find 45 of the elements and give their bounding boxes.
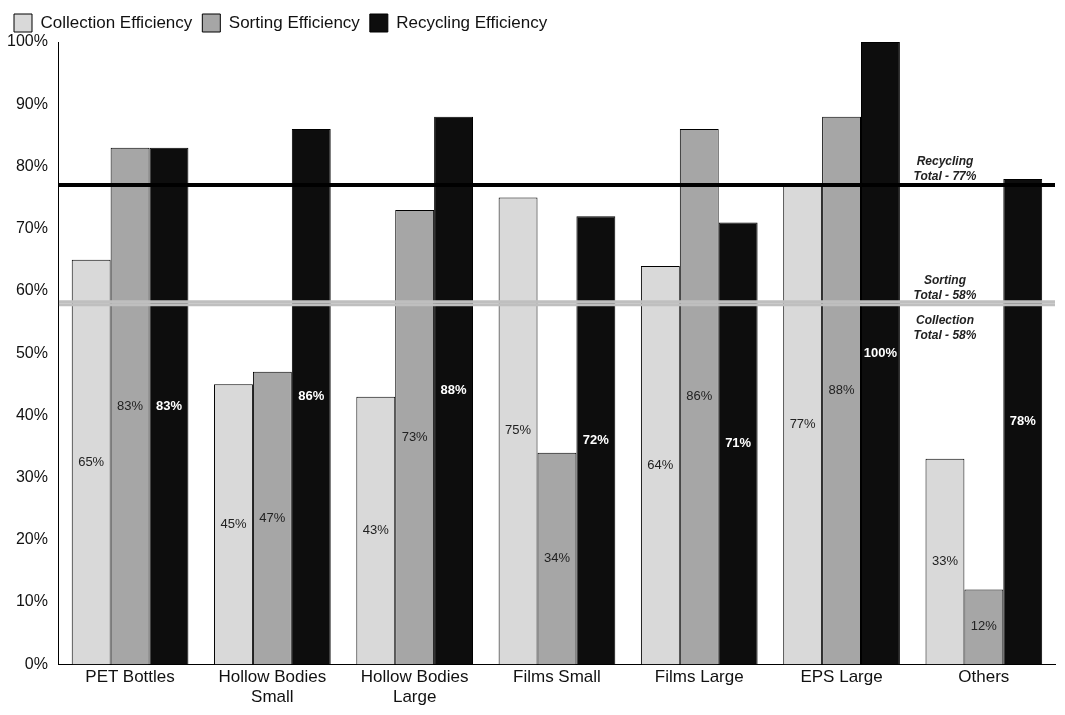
data-label: 88%: [440, 382, 467, 398]
data-label: 77%: [789, 416, 817, 432]
y-tick-label: 50%: [15, 343, 48, 361]
legend-label: Collection Efficiency: [40, 12, 193, 32]
y-tick-label: 40%: [15, 405, 48, 423]
y-tick-label: 30%: [15, 467, 48, 485]
data-label: 83%: [155, 397, 183, 413]
y-tick-label: 90%: [15, 94, 48, 112]
y-tick-label: 60%: [15, 281, 48, 299]
data-label: 78%: [1009, 413, 1037, 429]
y-tick-label: 100%: [7, 32, 48, 50]
data-label: 47%: [259, 509, 286, 525]
data-label: 12%: [970, 618, 998, 634]
data-label: 45%: [220, 515, 247, 531]
y-tick-label: 80%: [15, 156, 48, 174]
data-label: 75%: [505, 422, 532, 438]
data-label: 71%: [725, 434, 752, 450]
ref-line-label: Sorting Total - 58%: [913, 272, 977, 302]
data-label: 34%: [543, 550, 571, 565]
legend-label: Recycling Efficiency: [396, 12, 548, 32]
y-tick-label: 70%: [15, 219, 48, 237]
data-label: 86%: [298, 388, 325, 404]
data-label: 73%: [401, 428, 429, 444]
data-label: 33%: [931, 553, 959, 569]
y-tick-label: 10%: [15, 592, 48, 610]
data-label: 83%: [117, 397, 144, 413]
data-label: 100%: [863, 344, 898, 360]
ref-line-label: Recycling Total - 77%: [913, 154, 977, 184]
x-tick-label: Hollow Bodies Large: [360, 667, 469, 707]
x-tick-label: Films Small: [513, 667, 601, 687]
data-label: 65%: [78, 453, 105, 469]
y-tick-label: 0%: [24, 654, 48, 672]
x-tick-label: Others: [958, 667, 1010, 687]
data-label: 72%: [582, 431, 610, 447]
ref-line-label: Collection Total - 58%: [913, 312, 977, 342]
legend-label: Sorting Efficiency: [228, 12, 361, 32]
x-tick-label: Hollow Bodies Small: [218, 667, 327, 707]
data-label: 64%: [647, 456, 674, 472]
y-tick-label: 20%: [15, 530, 48, 548]
data-label: 43%: [362, 522, 390, 538]
x-tick-label: PET Bottles: [85, 667, 175, 687]
x-tick-label: Films Large: [654, 667, 744, 687]
data-label: 86%: [686, 388, 713, 404]
x-tick-label: EPS Large: [800, 667, 883, 687]
data-label: 88%: [828, 382, 855, 398]
